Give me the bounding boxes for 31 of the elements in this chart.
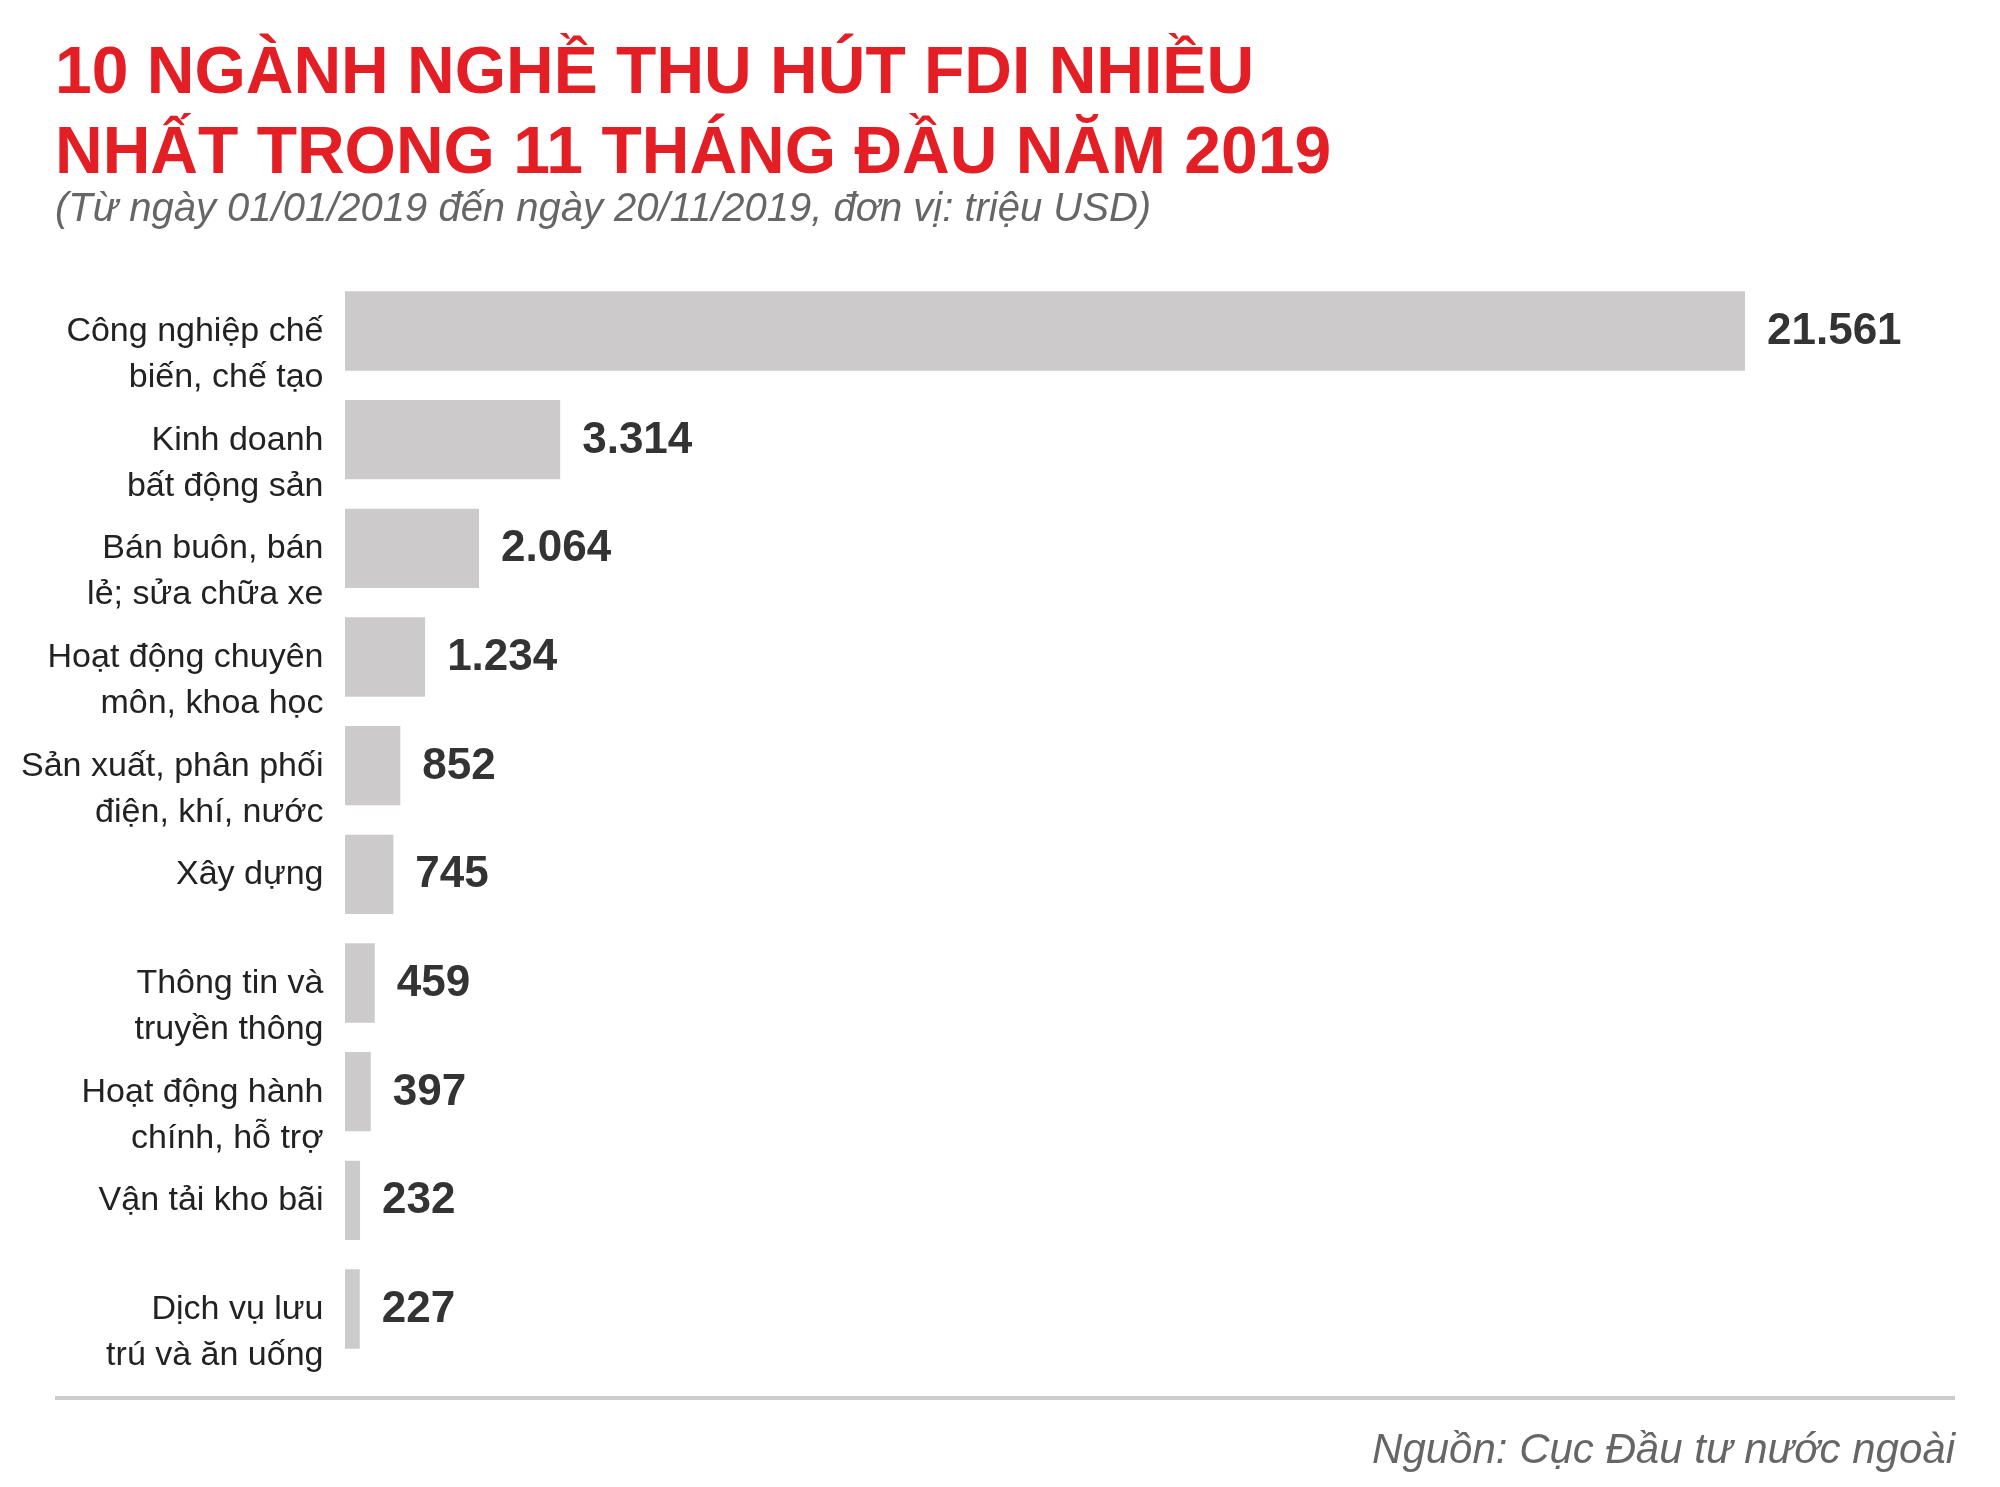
- bar: [345, 943, 375, 1023]
- y-tick-label: Xây dựng: [175, 853, 324, 892]
- data-label: 232: [382, 1173, 456, 1223]
- bar: [345, 1269, 360, 1349]
- y-tick-label: Vận tải kho bãi: [98, 1179, 324, 1218]
- text: Nguồn: Cục Đầu tư nước ngoài: [1372, 1425, 1955, 1473]
- data-label: 2.064: [501, 521, 612, 571]
- bar: [345, 834, 394, 914]
- bar: [345, 1160, 361, 1241]
- bar: [345, 726, 401, 806]
- data-label: 745: [415, 847, 489, 897]
- y-tick-label: Hoạt động hành chính, hỗ trợ: [81, 1070, 324, 1155]
- y-tick-label: Thông tin và truyền thông: [134, 962, 324, 1047]
- y-tick-label: Hoạt động chuyên môn, khoa học: [47, 635, 324, 720]
- bar: [345, 1052, 371, 1132]
- y-tick-label: Kinh doanh bất động sản: [126, 418, 324, 503]
- data-label: 397: [392, 1064, 467, 1114]
- data-label: 227: [381, 1282, 456, 1332]
- y-tick-label: Dịch vụ lưu trú và ăn uống: [106, 1288, 324, 1373]
- data-label: 3.314: [582, 412, 693, 462]
- data-label: 852: [422, 738, 496, 788]
- y-tick-label: Sản xuất, phân phối điện, khí, nước: [21, 744, 324, 829]
- data-label: 459: [396, 956, 471, 1006]
- y-tick-label: Công nghiệp chế biến, chế tạo: [66, 309, 324, 394]
- bar: [345, 291, 1745, 371]
- y-tick-label: Bán buôn, bán lẻ; sửa chữa xe: [87, 527, 324, 612]
- data-label: 1.234: [447, 629, 558, 679]
- bar: [345, 399, 561, 480]
- data-label: 21.561: [1767, 303, 1902, 353]
- bar: [345, 617, 426, 697]
- bar: [345, 508, 480, 588]
